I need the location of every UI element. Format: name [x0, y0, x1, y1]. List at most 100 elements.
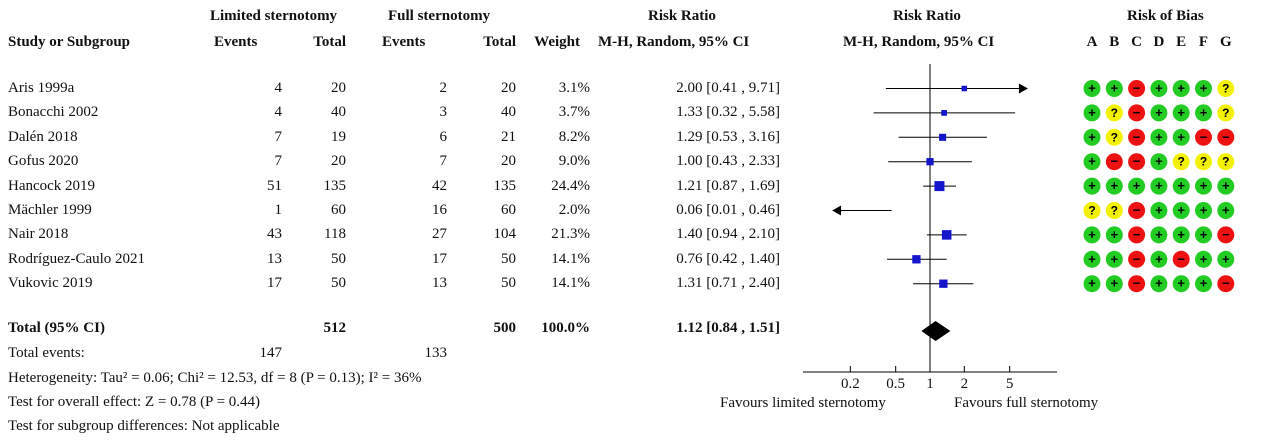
full-total: 60 [501, 202, 516, 218]
bias-circle [1195, 250, 1212, 268]
study-name: Aris 1999a [8, 80, 75, 96]
bias-circle [1105, 128, 1123, 146]
bias-circle [1217, 250, 1235, 268]
bias-circle [1128, 275, 1146, 293]
bias-circle [1150, 104, 1168, 122]
full-events: 27 [432, 226, 447, 243]
header-weight: Weight [534, 34, 580, 50]
bias-circle [1172, 80, 1190, 97]
limited-total: 50 [331, 275, 346, 292]
x-axis-tick-label: 2 [961, 376, 969, 392]
study-weight: 24.4% [551, 177, 590, 194]
study-ci: 1.31 [0.71 , 2.40] [676, 275, 780, 292]
overall-effect-text: Test for overall effect: Z = 0.78 (P = 0… [8, 394, 261, 410]
favours-right-label: Favours full sternotomy [954, 395, 1099, 411]
bias-symbol: + [1088, 154, 1096, 169]
bias-symbol: + [1177, 105, 1185, 120]
header-rr-method: M-H, Random, 95% CI [598, 34, 750, 50]
point-estimate [912, 255, 921, 264]
bias-circle [1105, 226, 1123, 244]
bias-circle [1217, 226, 1235, 244]
bias-symbol: + [1155, 203, 1163, 218]
limited-total: 118 [324, 226, 346, 243]
bias-symbol: + [1088, 251, 1096, 266]
bias-circle [1217, 153, 1235, 171]
header-risk-ratio: Risk Ratio [648, 8, 716, 24]
study-weight: 8.2% [558, 128, 590, 145]
bias-symbol: ? [1111, 130, 1118, 144]
bias-circle [1150, 177, 1168, 195]
bias-symbol: + [1088, 227, 1096, 242]
bias-symbol: + [1177, 129, 1185, 144]
ci-arrow-right [1018, 83, 1028, 94]
point-estimate [941, 230, 952, 240]
bias-circle [1128, 153, 1146, 171]
study-ci: 1.33 [0.32 , 5.58] [676, 104, 780, 121]
bias-domain-header-C: C [1131, 34, 1143, 50]
ci-arrow-left [832, 205, 842, 216]
bias-symbol: − [1222, 129, 1230, 144]
bias-circle [1083, 226, 1101, 244]
subgroup-text: Test for subgroup differences: Not appli… [8, 418, 280, 434]
bias-circle [1195, 80, 1212, 97]
study-ci: 1.40 [0.94 , 2.10] [676, 226, 780, 243]
bias-circle [1105, 80, 1123, 97]
header-study: Study or Subgroup [8, 34, 131, 50]
limited-total: 40 [331, 104, 346, 121]
limited-events: 13 [267, 250, 282, 267]
header-limited: Limited sternotomy [210, 8, 338, 24]
header-plot-method: M-H, Random, 95% CI [843, 34, 995, 50]
full-total: 20 [501, 153, 516, 170]
point-estimate [939, 279, 948, 288]
bias-symbol: + [1088, 105, 1096, 120]
study-name: Hancock 2019 [8, 177, 96, 194]
bias-symbol: + [1155, 251, 1163, 266]
bias-symbol: + [1222, 178, 1230, 193]
study-weight: 3.1% [558, 80, 590, 96]
full-events: 17 [432, 250, 447, 267]
bias-symbol: + [1088, 81, 1096, 96]
header-full-events: Events [382, 34, 426, 50]
bias-domain-header-B: B [1109, 34, 1120, 50]
x-axis-tick-label: 0.5 [886, 376, 905, 392]
bias-symbol: + [1200, 81, 1208, 96]
bias-symbol: + [1200, 276, 1208, 291]
full-events: 3 [439, 104, 448, 121]
bias-symbol: + [1111, 251, 1119, 266]
bias-circle [1172, 104, 1190, 122]
bias-symbol: + [1177, 81, 1185, 96]
full-total: 50 [501, 275, 516, 292]
bias-symbol: ? [1222, 155, 1229, 169]
bias-symbol: + [1155, 178, 1163, 193]
study-weight: 14.1% [551, 275, 590, 292]
header-full-total: Total [483, 34, 516, 50]
bias-circle [1150, 226, 1168, 244]
bias-circle [1083, 104, 1101, 122]
bias-symbol: + [1111, 81, 1119, 96]
full-events: 7 [439, 153, 448, 170]
header-limited-events: Events [214, 34, 258, 50]
bias-symbol: + [1155, 105, 1163, 120]
bias-circle [1128, 202, 1146, 219]
bias-symbol: − [1133, 154, 1141, 169]
bias-circle [1083, 153, 1101, 171]
full-events: 16 [432, 202, 447, 218]
bias-circle [1172, 177, 1190, 195]
bias-symbol: ? [1222, 106, 1229, 120]
bias-symbol: + [1222, 251, 1230, 266]
bias-symbol: − [1111, 154, 1119, 169]
limited-events: 4 [274, 104, 283, 121]
point-estimate [941, 110, 947, 116]
bias-circle [1217, 177, 1235, 195]
bias-circle [1150, 275, 1168, 293]
bias-symbol: ? [1222, 82, 1229, 96]
bias-domain-header-F: F [1198, 34, 1209, 50]
bias-circle [1195, 275, 1212, 293]
bias-symbol: + [1200, 178, 1208, 193]
study-ci: 2.00 [0.41 , 9.71] [676, 80, 780, 96]
bias-symbol: ? [1178, 155, 1185, 169]
bias-circle [1172, 226, 1190, 244]
bias-circle [1105, 153, 1123, 171]
bias-circle [1150, 80, 1168, 97]
